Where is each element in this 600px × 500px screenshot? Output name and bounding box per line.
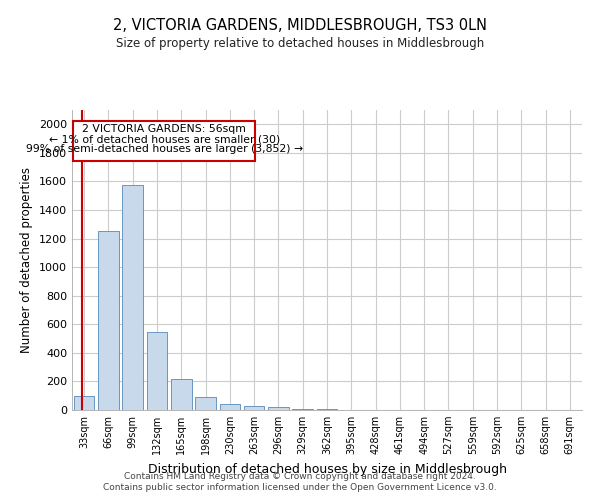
Bar <box>268 408 289 410</box>
Bar <box>220 404 240 410</box>
FancyBboxPatch shape <box>73 120 256 162</box>
Bar <box>195 397 216 410</box>
Bar <box>74 396 94 410</box>
Text: Contains HM Land Registry data © Crown copyright and database right 2024.: Contains HM Land Registry data © Crown c… <box>124 472 476 481</box>
Bar <box>171 380 191 410</box>
Bar <box>244 406 265 410</box>
Y-axis label: Number of detached properties: Number of detached properties <box>20 167 34 353</box>
Text: Contains public sector information licensed under the Open Government Licence v3: Contains public sector information licen… <box>103 483 497 492</box>
Bar <box>122 185 143 410</box>
Bar <box>146 332 167 410</box>
Text: 99% of semi-detached houses are larger (3,852) →: 99% of semi-detached houses are larger (… <box>26 144 303 154</box>
Bar <box>98 230 119 410</box>
Text: 2, VICTORIA GARDENS, MIDDLESBROUGH, TS3 0LN: 2, VICTORIA GARDENS, MIDDLESBROUGH, TS3 … <box>113 18 487 32</box>
Text: Size of property relative to detached houses in Middlesbrough: Size of property relative to detached ho… <box>116 38 484 51</box>
X-axis label: Distribution of detached houses by size in Middlesbrough: Distribution of detached houses by size … <box>148 462 506 475</box>
Text: 2 VICTORIA GARDENS: 56sqm: 2 VICTORIA GARDENS: 56sqm <box>82 124 246 134</box>
Text: ← 1% of detached houses are smaller (30): ← 1% of detached houses are smaller (30) <box>49 134 280 144</box>
Bar <box>292 408 313 410</box>
